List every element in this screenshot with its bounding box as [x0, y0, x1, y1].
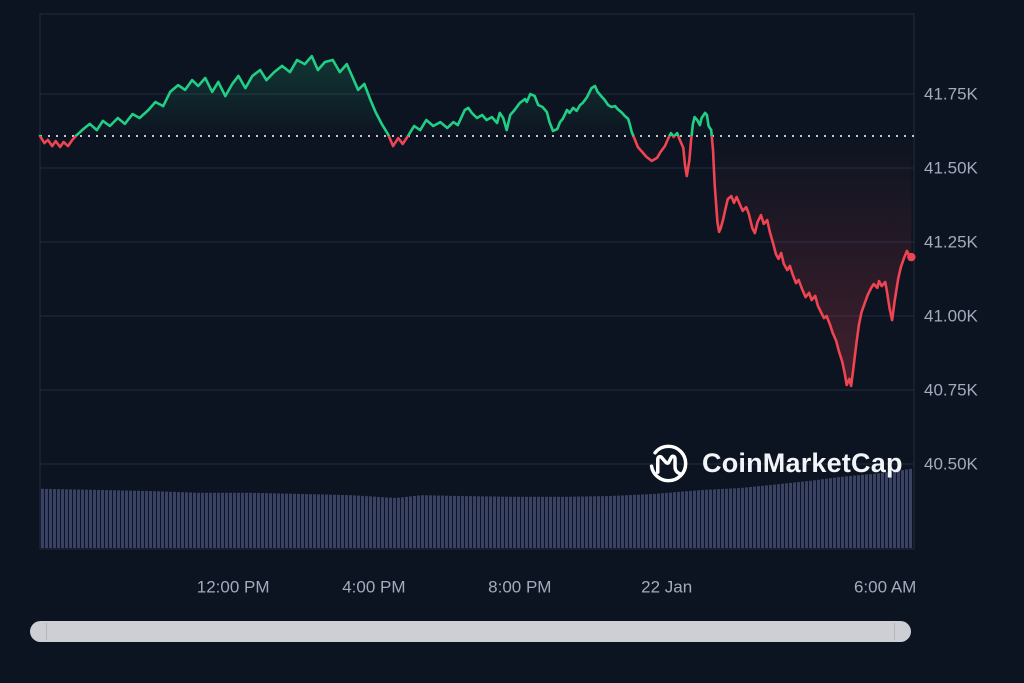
gridlines: [40, 93, 914, 465]
scrollbar-left-handle[interactable]: [46, 623, 47, 640]
y-axis-label: 41.50K: [924, 158, 978, 178]
chart-range-scrollbar[interactable]: [30, 621, 911, 642]
x-axis-label: 4:00 PM: [342, 577, 406, 597]
y-axis-label: 41.25K: [924, 232, 978, 252]
last-price-dot: [907, 252, 916, 262]
coinmarketcap-logo-icon: [649, 444, 688, 483]
x-axis-label: 22 Jan: [641, 577, 693, 597]
volume-bars: [41, 468, 912, 548]
plot-border: [39, 13, 915, 550]
x-axis-label: 8:00 PM: [488, 577, 552, 597]
x-axis-label: 12:00 PM: [196, 577, 270, 597]
gain-area-fill: [40, 56, 712, 137]
scrollbar-right-handle[interactable]: [894, 623, 895, 640]
y-axis-label: 41.75K: [924, 84, 978, 104]
price-line-down: [38, 136, 913, 388]
price-line-up: [38, 54, 714, 137]
x-axis-label: 6:00 AM: [853, 577, 917, 597]
watermark-label: CoinMarketCap: [702, 448, 903, 478]
y-axis-label: 41.00K: [924, 306, 978, 326]
y-axis-label: 40.50K: [924, 454, 978, 474]
y-axis-label: 40.75K: [924, 380, 978, 400]
loss-area-fill: [40, 136, 912, 386]
coinmarketcap-watermark: CoinMarketCap: [646, 441, 903, 486]
